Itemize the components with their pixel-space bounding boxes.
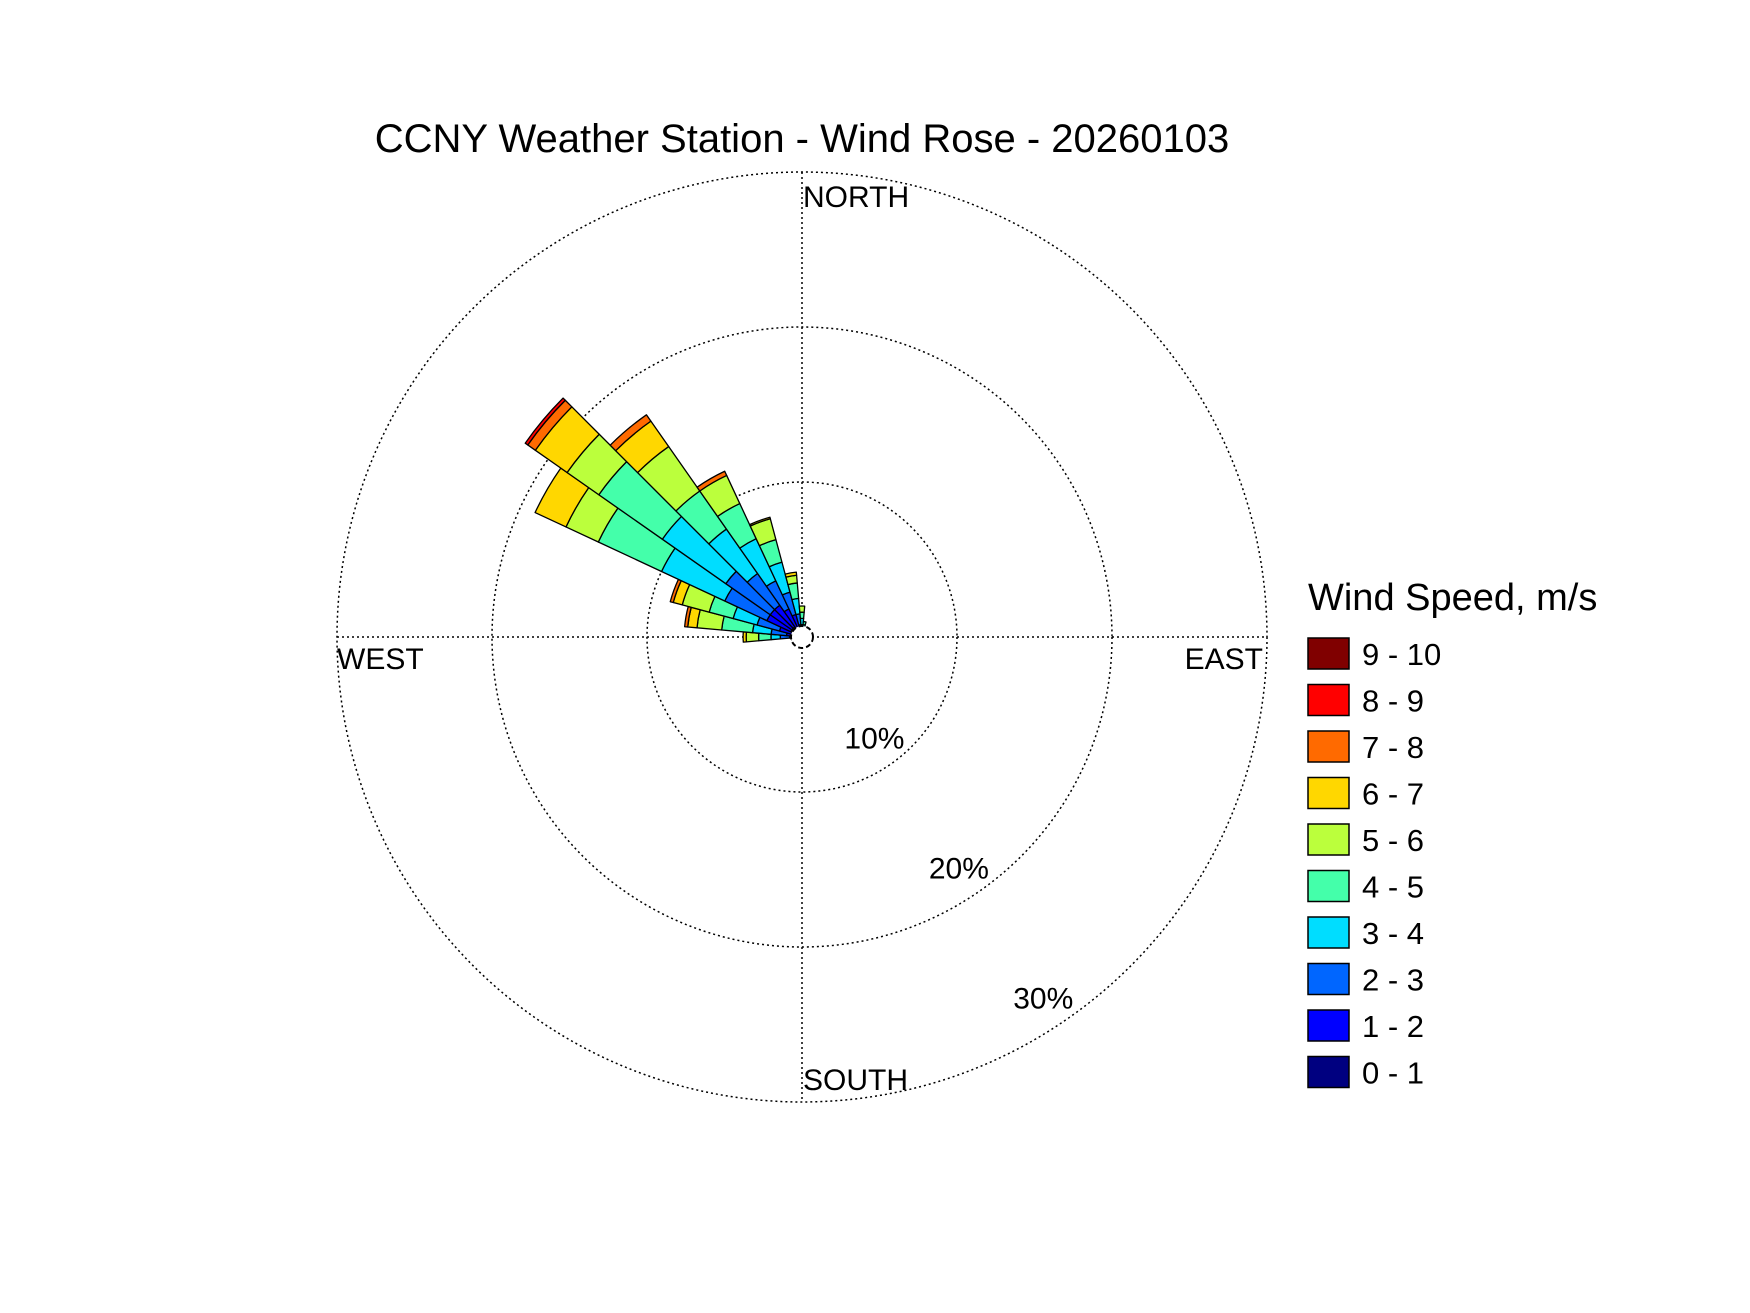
calm-center-circle — [790, 625, 814, 649]
legend-swatch — [1307, 962, 1350, 996]
chart-title: CCNY Weather Station - Wind Rose - 20260… — [375, 117, 1230, 161]
legend-title: Wind Speed, m/s — [1308, 577, 1597, 619]
legend-label: 1 - 2 — [1362, 1009, 1424, 1044]
legend-swatch — [1307, 869, 1350, 903]
legend-label: 8 - 9 — [1362, 684, 1424, 719]
ring-label: 30% — [1013, 983, 1073, 1016]
legend-swatch — [1307, 1009, 1350, 1042]
legend-swatch — [1307, 637, 1350, 670]
legend-label: 5 - 6 — [1362, 823, 1424, 858]
wind-sector-segment — [802, 620, 807, 626]
legend-swatch — [1307, 916, 1350, 949]
ring-labels: 10% 20% 30% — [844, 723, 1073, 1016]
direction-label-south: SOUTH — [803, 1064, 908, 1097]
wind-sector-segment — [784, 571, 798, 578]
legend-label: 7 - 8 — [1362, 730, 1424, 765]
legend: Wind Speed, m/s 9 - 10 8 - 9 7 - 8 6 - 7 5 -… — [1307, 577, 1597, 1091]
wind-sectors — [524, 397, 807, 643]
ring-label: 10% — [844, 723, 904, 756]
direction-label-east: EAST — [1185, 643, 1263, 676]
wind-sector-segment — [609, 414, 652, 452]
legend-swatch — [1307, 776, 1350, 810]
wind-sector-segment — [748, 516, 771, 527]
legend-label: 6 - 7 — [1362, 777, 1424, 812]
legend-swatch — [1307, 823, 1350, 856]
legend-swatch — [1307, 730, 1350, 763]
legend-label: 3 - 4 — [1362, 916, 1424, 951]
wind-sector-segment — [798, 605, 806, 613]
wind-sector-segment — [799, 611, 805, 620]
wind-sector-segment — [742, 631, 748, 643]
ring-label: 20% — [929, 853, 989, 886]
legend-swatch — [1307, 683, 1350, 717]
wind-sector-segment — [696, 470, 728, 492]
legend-swatch — [1307, 1055, 1350, 1089]
legend-label: 9 - 10 — [1362, 637, 1441, 672]
legend-label: 0 - 1 — [1362, 1056, 1424, 1091]
wind-sector-segment — [524, 397, 566, 446]
legend-label: 4 - 5 — [1362, 870, 1424, 905]
direction-label-north: NORTH — [803, 181, 909, 214]
direction-label-west: WEST — [337, 643, 424, 676]
legend-label: 2 - 3 — [1362, 963, 1424, 998]
